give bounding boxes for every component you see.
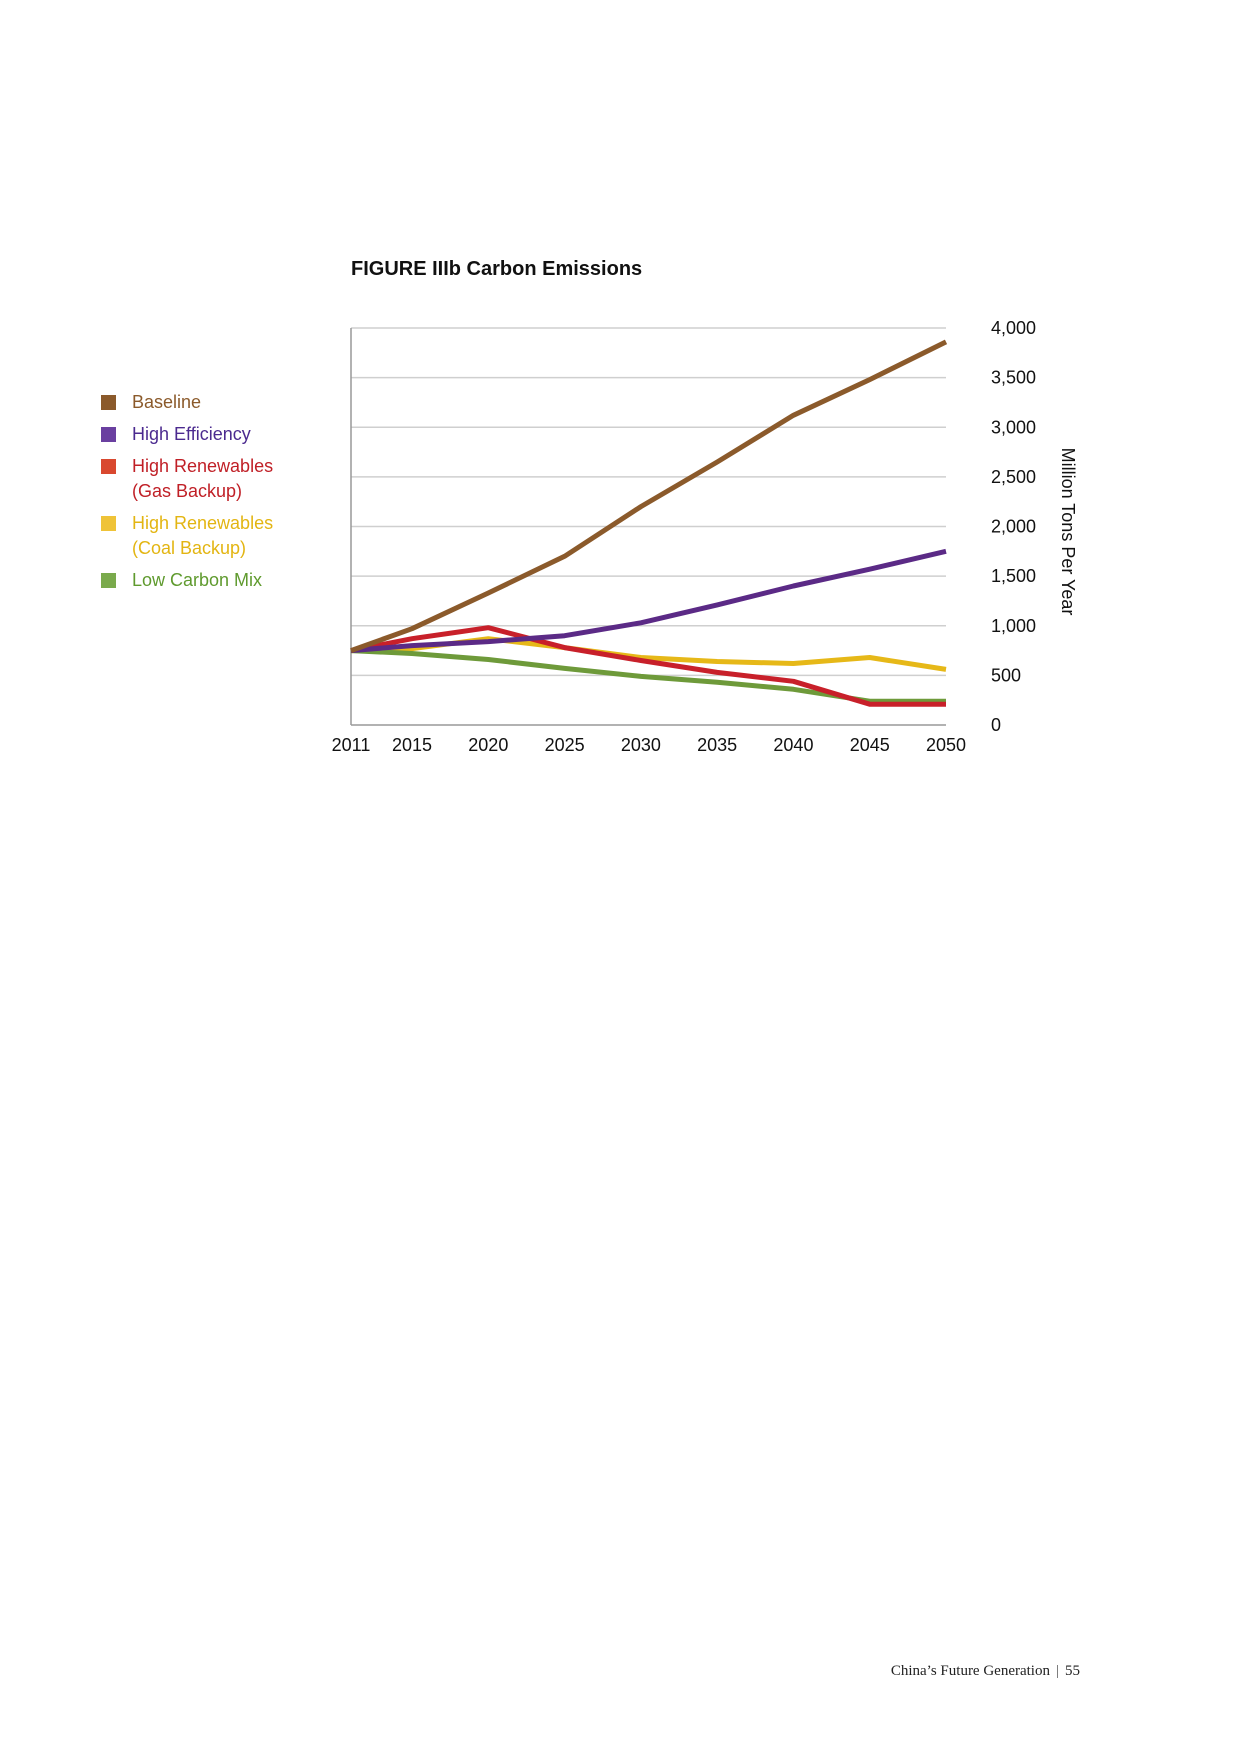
y-tick-label-3500: 3,500 [991,368,1036,388]
legend-item-high-renewables-coal-backup: High Renewables (Coal Backup) [101,511,341,561]
chart-series [350,339,948,707]
footer-separator: | [1055,1663,1059,1679]
legend-label: (Gas Backup) [132,481,243,501]
legend-swatch [101,573,116,588]
y-tick-label-4000: 4,000 [991,318,1036,338]
chart-title: FIGURE IIIb Carbon Emissions [351,258,643,280]
legend-item-high-renewables-gas-backup: High Renewables (Gas Backup) [101,454,341,504]
legend-item-low-carbon-mix: Low Carbon Mix [101,568,341,593]
x-tick-label-2030: 2030 [621,735,661,755]
x-tick-label-2025: 2025 [545,735,585,755]
x-tick-label-2011: 2011 [332,735,371,755]
legend-label: High Renewables [132,456,274,476]
y-tick-label-1000: 1,000 [991,616,1036,636]
legend-label: Baseline [132,392,202,412]
legend-label: High Efficiency [132,424,251,444]
publication-name: China’s Future Generation [890,1663,1050,1679]
x-tick-label-2045: 2045 [850,735,890,755]
x-tick-label-2015: 2015 [392,735,432,755]
legend-swatch [101,516,116,531]
legend-label: (Coal Backup) [132,538,247,558]
x-tick-label-2040: 2040 [773,735,813,755]
page-footer: China’s Future Generation | 55 [820,1663,1080,1680]
legend-item-high-efficiency: High Efficiency [101,422,341,447]
series-line-high-renewables-gas-backup [350,625,946,707]
x-tick-labels: 2011 2015 2020 2025 2030 2035 2040 2045 2050 [332,735,966,755]
legend-swatch [101,427,116,442]
x-tick-label-2050: 2050 [926,735,966,755]
legend-swatch [101,459,116,474]
page-number: 55 [1065,1663,1080,1679]
chart-axes [350,328,946,726]
x-tick-label-2020: 2020 [468,735,508,755]
y-tick-label-0: 0 [991,715,1001,735]
x-tick-label-2035: 2035 [697,735,737,755]
y-tick-label-500: 500 [991,665,1021,685]
legend-item-baseline: Baseline [101,390,341,415]
y-tick-label-2000: 2,000 [991,517,1036,537]
y-tick-label-1500: 1,500 [991,566,1036,586]
y-tick-label-3000: 3,000 [991,417,1036,437]
y-tick-labels: 0 500 1,000 1,500 2,000 2,500 3,000 3,500 4,000 [991,318,1036,735]
y-tick-label-2500: 2,500 [991,467,1036,487]
legend-swatch [101,395,116,410]
series-line-baseline [350,339,948,653]
series-line-high-efficiency [350,548,947,654]
chart-legend: Baseline High Efficiency High Renewables (G… [101,390,341,600]
legend-label: High Renewables [132,513,274,533]
y-axis-title: Million Tons Per Year [1058,448,1078,616]
legend-label: Low Carbon Mix [132,570,263,590]
